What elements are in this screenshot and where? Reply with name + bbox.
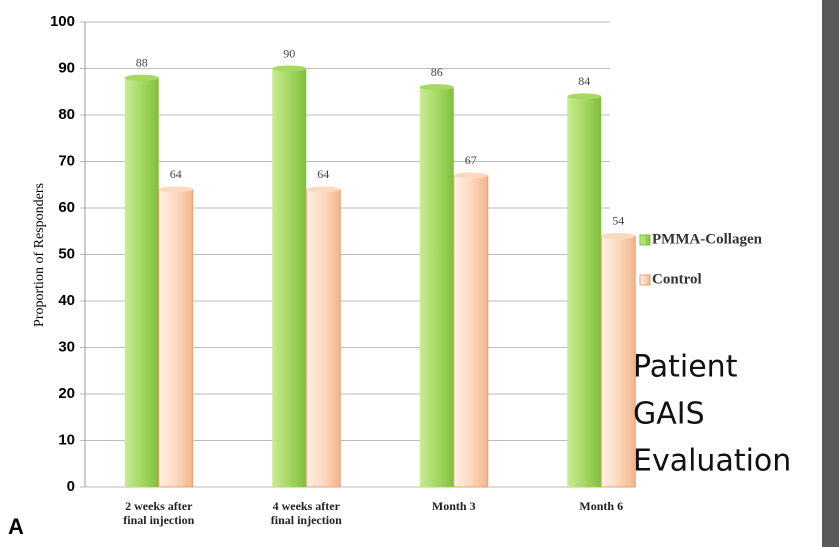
y-tick-label: 30 bbox=[58, 338, 75, 355]
side-strip bbox=[822, 0, 839, 547]
y-tick-label: 60 bbox=[58, 199, 75, 216]
y-tick-label: 50 bbox=[58, 245, 75, 262]
bar-top bbox=[419, 84, 454, 91]
value-label: 64 bbox=[170, 167, 182, 181]
y-tick-label: 0 bbox=[67, 478, 75, 495]
bar bbox=[419, 87, 454, 487]
value-label: 90 bbox=[283, 46, 295, 60]
y-tick-label: 80 bbox=[58, 106, 75, 123]
value-label: 86 bbox=[431, 65, 443, 79]
bar bbox=[453, 174, 489, 488]
bar bbox=[158, 188, 194, 488]
bar-top bbox=[567, 93, 602, 100]
legend-swatch bbox=[639, 274, 651, 286]
legend-label: Control bbox=[652, 271, 702, 287]
y-tick-label: 20 bbox=[58, 385, 75, 402]
panel-label: A bbox=[8, 514, 24, 539]
bar bbox=[124, 77, 159, 488]
value-label: 84 bbox=[578, 74, 590, 88]
x-tick-label: 4 weeks after final injection bbox=[270, 499, 342, 527]
value-label: 88 bbox=[136, 56, 148, 70]
x-tick-label: Month 3 bbox=[431, 499, 476, 513]
y-tick-label: 90 bbox=[58, 59, 75, 76]
y-tick-label: 10 bbox=[58, 431, 75, 448]
bar bbox=[600, 235, 636, 488]
x-tick-label: Month 6 bbox=[579, 499, 624, 513]
bar-top bbox=[158, 186, 193, 193]
bar-top bbox=[306, 186, 341, 193]
bar bbox=[567, 96, 602, 488]
annotation: GAIS bbox=[633, 397, 705, 432]
bar bbox=[272, 68, 307, 487]
annotation: Patient bbox=[633, 350, 738, 385]
bar-top bbox=[601, 232, 636, 239]
legend-label: PMMA-Collagen bbox=[652, 231, 763, 247]
value-label: 67 bbox=[465, 153, 477, 167]
x-tick-label: 2 weeks after final injection bbox=[123, 499, 195, 527]
bar-top bbox=[124, 74, 159, 81]
annotation: Evaluation bbox=[633, 444, 791, 479]
value-label: 64 bbox=[317, 167, 329, 181]
y-tick-label: 40 bbox=[58, 292, 75, 309]
value-label: 54 bbox=[612, 214, 624, 228]
y-tick-label: 100 bbox=[50, 13, 75, 30]
legend-swatch bbox=[639, 234, 651, 246]
bar-top bbox=[272, 65, 307, 72]
y-tick-label: 70 bbox=[58, 152, 75, 169]
bar bbox=[305, 188, 341, 488]
bar-top bbox=[453, 172, 488, 179]
y-axis-label: Proportion of Responders bbox=[32, 183, 47, 327]
